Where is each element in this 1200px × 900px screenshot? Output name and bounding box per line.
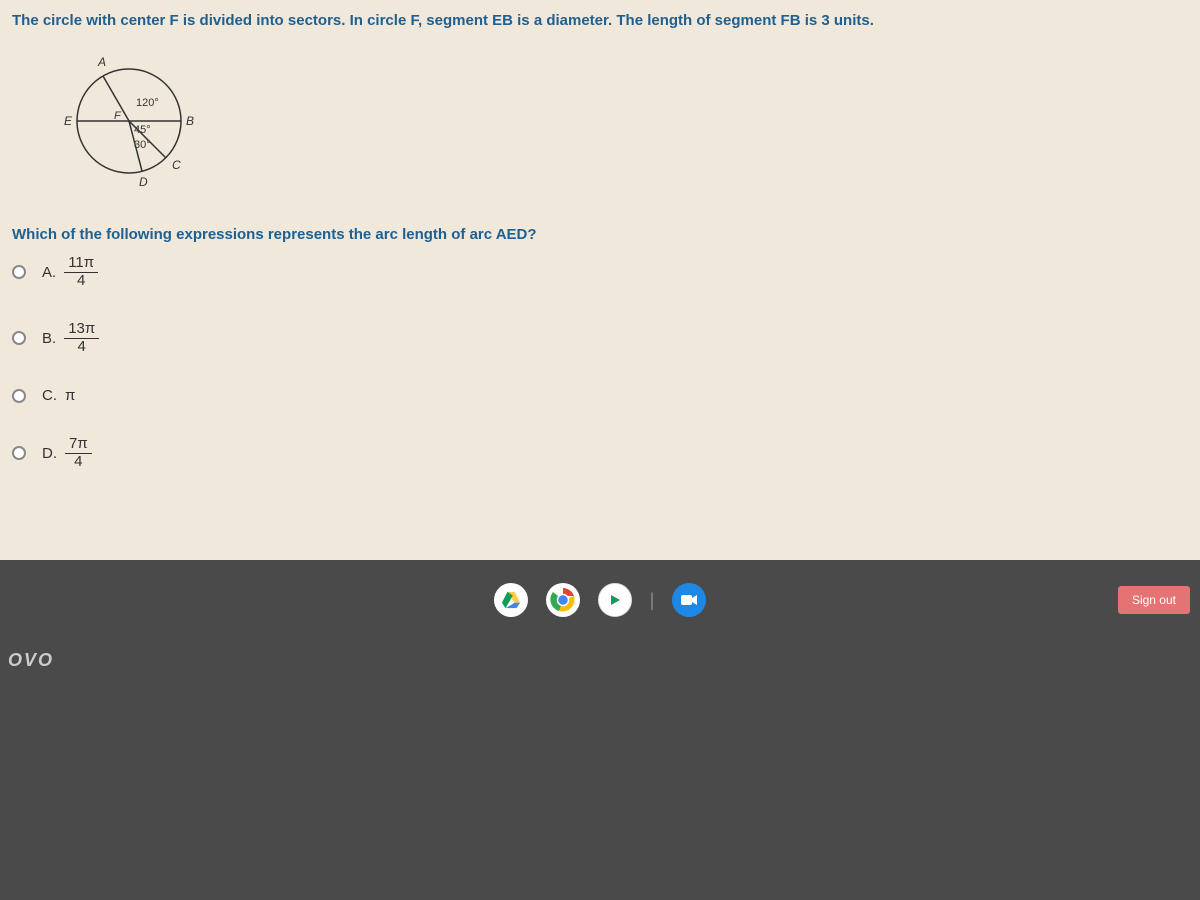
angle-120: 120° xyxy=(136,97,159,109)
point-label-c: C xyxy=(172,158,181,172)
quiz-panel: The circle with center F is divided into… xyxy=(0,0,1200,560)
option-c[interactable]: C. π xyxy=(12,387,1188,404)
taskbar-divider: | xyxy=(650,590,655,611)
angle-45: 45° xyxy=(134,124,151,136)
option-a[interactable]: A. 11π 4 xyxy=(12,255,1188,289)
option-letter: C. xyxy=(42,387,57,404)
drive-icon[interactable] xyxy=(494,583,528,617)
play-icon[interactable] xyxy=(598,583,632,617)
radio-d[interactable] xyxy=(12,446,26,460)
angle-30: 30° xyxy=(134,139,151,151)
option-value: 11π 4 xyxy=(64,255,98,289)
chrome-icon[interactable] xyxy=(546,583,580,617)
option-d[interactable]: D. 7π 4 xyxy=(12,436,1188,470)
point-label-d: D xyxy=(139,175,148,189)
options-list: A. 11π 4 B. 13π 4 C. π D. 7π 4 xyxy=(12,255,1188,470)
brand-text: OVO xyxy=(8,650,54,671)
option-value: 13π 4 xyxy=(64,321,99,355)
question-prompt: The circle with center F is divided into… xyxy=(12,12,1188,29)
point-label-e: E xyxy=(64,114,73,128)
point-label-a: A xyxy=(97,55,106,69)
taskbar: | xyxy=(0,580,1200,620)
option-letter: B. xyxy=(42,330,56,347)
option-b[interactable]: B. 13π 4 xyxy=(12,321,1188,355)
radio-a[interactable] xyxy=(12,265,26,279)
option-letter: A. xyxy=(42,264,56,281)
option-value: 7π 4 xyxy=(65,436,92,470)
camera-icon[interactable] xyxy=(672,583,706,617)
center-label: F xyxy=(114,110,122,122)
option-value: π xyxy=(65,387,75,404)
option-letter: D. xyxy=(42,445,57,462)
radio-c[interactable] xyxy=(12,389,26,403)
radio-b[interactable] xyxy=(12,331,26,345)
sign-out-button[interactable]: Sign out xyxy=(1118,586,1190,614)
question-subprompt: Which of the following expressions repre… xyxy=(12,226,1188,243)
point-label-b: B xyxy=(186,114,194,128)
circle-diagram: A B C D E F 120° 45° 30° xyxy=(44,41,1188,206)
